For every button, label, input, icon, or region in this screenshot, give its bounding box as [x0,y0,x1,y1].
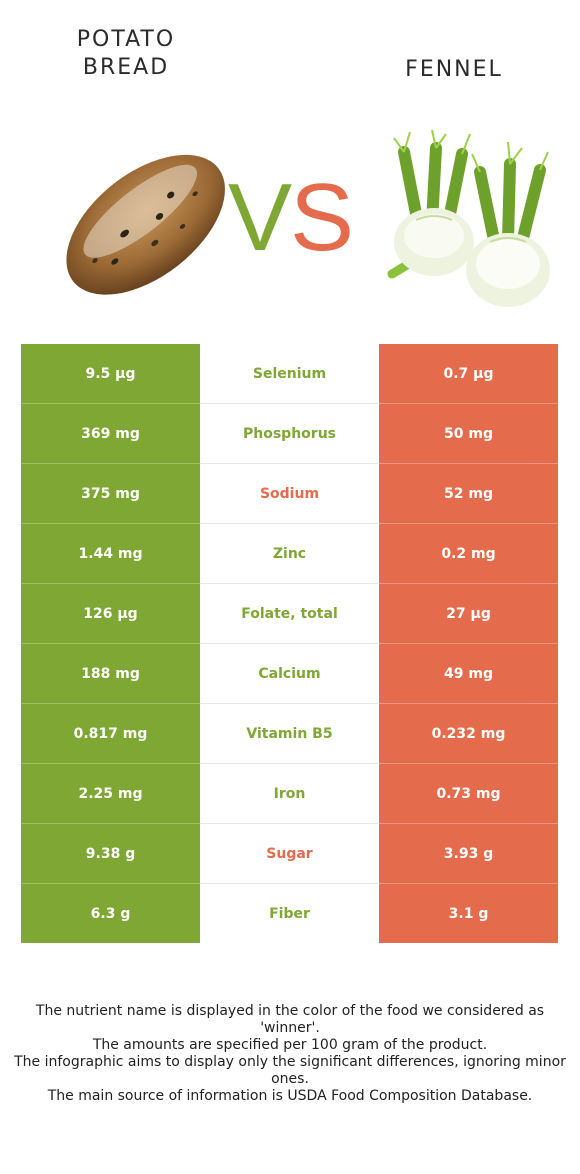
left-value-cell: 9.38 g [21,824,200,883]
left-food-title: POTATO BREAD [76,27,176,80]
row-divider [21,403,558,404]
row-divider [21,883,558,884]
comparison-table: 9.5 µg Selenium 0.7 µg 369 mg Phosphorus 50 m… [21,344,558,944]
footnote-line: The main source of information is USDA F… [47,1088,533,1104]
row-divider [21,463,558,464]
right-value-cell: 27 µg [379,584,558,643]
nutrient-row: 375 mg Sodium 52 mg [21,464,558,524]
left-value-cell: 188 mg [21,644,200,703]
right-value-cell: 50 mg [379,404,558,463]
nutrient-name: Zinc [200,524,379,583]
nutrient-row: 9.38 g Sugar 3.93 g [21,824,558,884]
vs-s-letter: S [290,168,354,258]
nutrient-name: Sodium [200,464,379,523]
left-value-cell: 2.25 mg [21,764,200,823]
fennel-bulbs-image [387,129,550,307]
nutrient-name: Phosphorus [200,404,379,463]
left-value-cell: 369 mg [21,404,200,463]
nutrient-row: 126 µg Folate, total 27 µg [21,584,558,644]
bread-loaf-image [66,154,225,295]
nutrient-name: Calcium [200,644,379,703]
left-value-cell: 6.3 g [21,884,200,943]
row-divider [21,763,558,764]
left-value-cell: 9.5 µg [21,344,200,403]
right-value-cell: 49 mg [379,644,558,703]
nutrient-row: 1.44 mg Zinc 0.2 mg [21,524,558,584]
nutrient-name: Folate, total [200,584,379,643]
right-value-cell: 3.1 g [379,884,558,943]
vs-label: V S [228,168,354,258]
nutrient-name: Sugar [200,824,379,883]
row-divider [21,583,558,584]
nutrient-row: 0.817 mg Vitamin B5 0.232 mg [21,704,558,764]
row-divider [21,823,558,824]
nutrient-name: Selenium [200,344,379,403]
right-value-cell: 0.232 mg [379,704,558,763]
right-value-cell: 52 mg [379,464,558,523]
right-value-cell: 0.73 mg [379,764,558,823]
nutrient-name: Iron [200,764,379,823]
nutrient-row: 9.5 µg Selenium 0.7 µg [21,344,558,404]
left-value-cell: 1.44 mg [21,524,200,583]
row-divider [21,643,558,644]
footnote-line: The amounts are specified per 100 gram o… [92,1037,488,1053]
footnote-line: The infographic aims to display only the… [14,1054,566,1087]
vs-v-letter: V [228,168,292,258]
left-value-cell: 0.817 mg [21,704,200,763]
nutrient-row: 2.25 mg Iron 0.73 mg [21,764,558,824]
nutrient-name: Fiber [200,884,379,943]
right-food-title: FENNEL [405,57,503,82]
nutrient-row: 6.3 g Fiber 3.1 g [21,884,558,944]
nutrient-name: Vitamin B5 [200,704,379,763]
right-value-cell: 3.93 g [379,824,558,883]
right-value-cell: 0.7 µg [379,344,558,403]
left-value-cell: 126 µg [21,584,200,643]
nutrient-row: 188 mg Calcium 49 mg [21,644,558,704]
row-divider [21,703,558,704]
footnote-line: The nutrient name is displayed in the co… [35,1003,545,1036]
footnotes: The nutrient name is displayed in the co… [14,1003,566,1105]
right-value-cell: 0.2 mg [379,524,558,583]
left-value-cell: 375 mg [21,464,200,523]
nutrient-row: 369 mg Phosphorus 50 mg [21,404,558,464]
row-divider [21,523,558,524]
